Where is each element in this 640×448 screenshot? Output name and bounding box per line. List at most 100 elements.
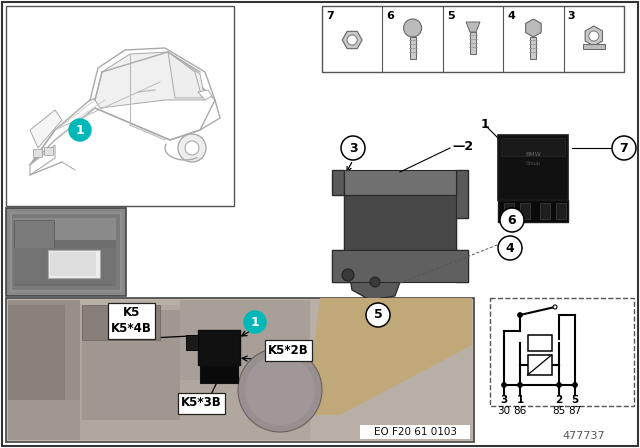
Polygon shape (82, 310, 180, 420)
Text: 3: 3 (500, 395, 508, 405)
Polygon shape (310, 298, 472, 415)
Polygon shape (33, 149, 42, 157)
Bar (540, 203, 550, 219)
Bar (501, 138, 565, 156)
Polygon shape (8, 300, 472, 440)
Text: —2: —2 (452, 139, 473, 152)
Text: 4: 4 (507, 11, 515, 21)
Polygon shape (95, 52, 205, 108)
Circle shape (553, 305, 557, 309)
Bar (265, 340, 312, 361)
Polygon shape (8, 300, 80, 440)
Text: 7: 7 (326, 11, 333, 21)
Polygon shape (8, 300, 80, 440)
Text: 5: 5 (572, 395, 579, 405)
Text: 7: 7 (620, 142, 628, 155)
Bar (498, 135, 568, 200)
Text: 86: 86 (513, 406, 527, 416)
Polygon shape (168, 52, 202, 98)
Text: 1: 1 (481, 119, 490, 132)
Circle shape (612, 136, 636, 160)
Bar (360, 425, 470, 439)
Bar (108, 303, 155, 339)
Bar (410, 37, 415, 59)
Text: 477737: 477737 (563, 431, 605, 441)
Circle shape (69, 119, 91, 141)
Polygon shape (310, 300, 472, 440)
Circle shape (238, 348, 322, 432)
Circle shape (178, 134, 206, 162)
Bar (12, 214, 120, 290)
Text: 6: 6 (508, 214, 516, 227)
Text: K5: K5 (123, 306, 140, 319)
Polygon shape (30, 145, 55, 175)
Text: 85: 85 (552, 406, 566, 416)
Polygon shape (44, 147, 53, 155)
Text: K5*2B: K5*2B (268, 344, 309, 357)
Bar (198, 330, 240, 365)
Polygon shape (30, 110, 62, 148)
Bar (10, 212, 122, 292)
Circle shape (341, 136, 365, 160)
Text: 6: 6 (387, 11, 394, 21)
Bar (6, 6, 234, 206)
Polygon shape (14, 218, 116, 240)
Text: 30: 30 (497, 406, 511, 416)
Bar (178, 393, 225, 414)
Circle shape (518, 313, 522, 318)
Circle shape (498, 236, 522, 260)
Text: K5*4B: K5*4B (111, 322, 152, 335)
Polygon shape (585, 26, 602, 46)
Circle shape (589, 31, 599, 41)
Text: 87: 87 (568, 406, 582, 416)
Polygon shape (80, 305, 320, 440)
Polygon shape (8, 305, 65, 440)
Polygon shape (8, 400, 472, 440)
Bar (583, 44, 605, 49)
Bar (556, 203, 566, 219)
Polygon shape (14, 240, 116, 286)
Circle shape (502, 383, 506, 388)
Bar (14, 220, 54, 278)
Bar (6, 208, 126, 296)
Bar (490, 298, 634, 406)
Circle shape (500, 208, 524, 232)
Text: 1: 1 (76, 124, 84, 137)
Polygon shape (466, 22, 480, 32)
Bar (520, 203, 530, 219)
Text: 5: 5 (447, 11, 454, 21)
Bar (344, 195, 456, 250)
Polygon shape (525, 19, 541, 37)
Bar (504, 203, 514, 219)
Circle shape (342, 269, 354, 281)
Bar (531, 37, 536, 59)
Bar (200, 365, 238, 383)
Circle shape (404, 19, 422, 37)
Polygon shape (180, 300, 320, 380)
Bar (344, 170, 456, 195)
Bar (498, 200, 568, 222)
Polygon shape (342, 31, 362, 49)
Bar (48, 250, 100, 278)
Polygon shape (50, 252, 96, 276)
Text: BMW: BMW (525, 152, 541, 158)
Polygon shape (90, 48, 215, 140)
Text: 3: 3 (349, 142, 357, 155)
Text: K5*3B: K5*3B (181, 396, 222, 409)
Bar (322, 6, 624, 72)
Text: 5: 5 (374, 309, 382, 322)
Text: 4: 4 (506, 241, 515, 254)
Circle shape (518, 383, 522, 388)
Bar (14, 248, 116, 284)
Circle shape (573, 383, 577, 388)
Bar (527, 335, 552, 351)
Circle shape (244, 311, 266, 333)
Circle shape (370, 277, 380, 287)
Text: 3: 3 (568, 11, 575, 21)
Bar (332, 250, 468, 282)
Polygon shape (350, 265, 400, 300)
Text: 2: 2 (556, 395, 563, 405)
Circle shape (366, 303, 390, 327)
Bar (527, 355, 552, 375)
Circle shape (185, 141, 199, 155)
